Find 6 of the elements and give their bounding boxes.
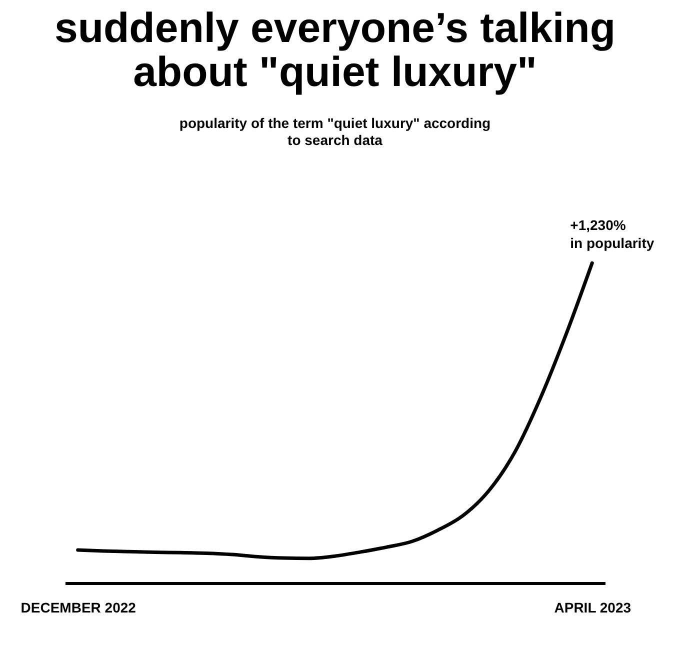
text: suddenly everyone’s talking bbox=[54, 4, 616, 51]
text: to search data bbox=[288, 132, 382, 148]
x-tick-label: DECEMBER 2022 bbox=[20, 600, 136, 616]
text: popularity of the term "quiet luxury" according bbox=[179, 115, 491, 131]
x-tick-label: APRIL 2023 bbox=[554, 600, 632, 616]
annotation: +1,230% in popularity bbox=[570, 217, 654, 251]
